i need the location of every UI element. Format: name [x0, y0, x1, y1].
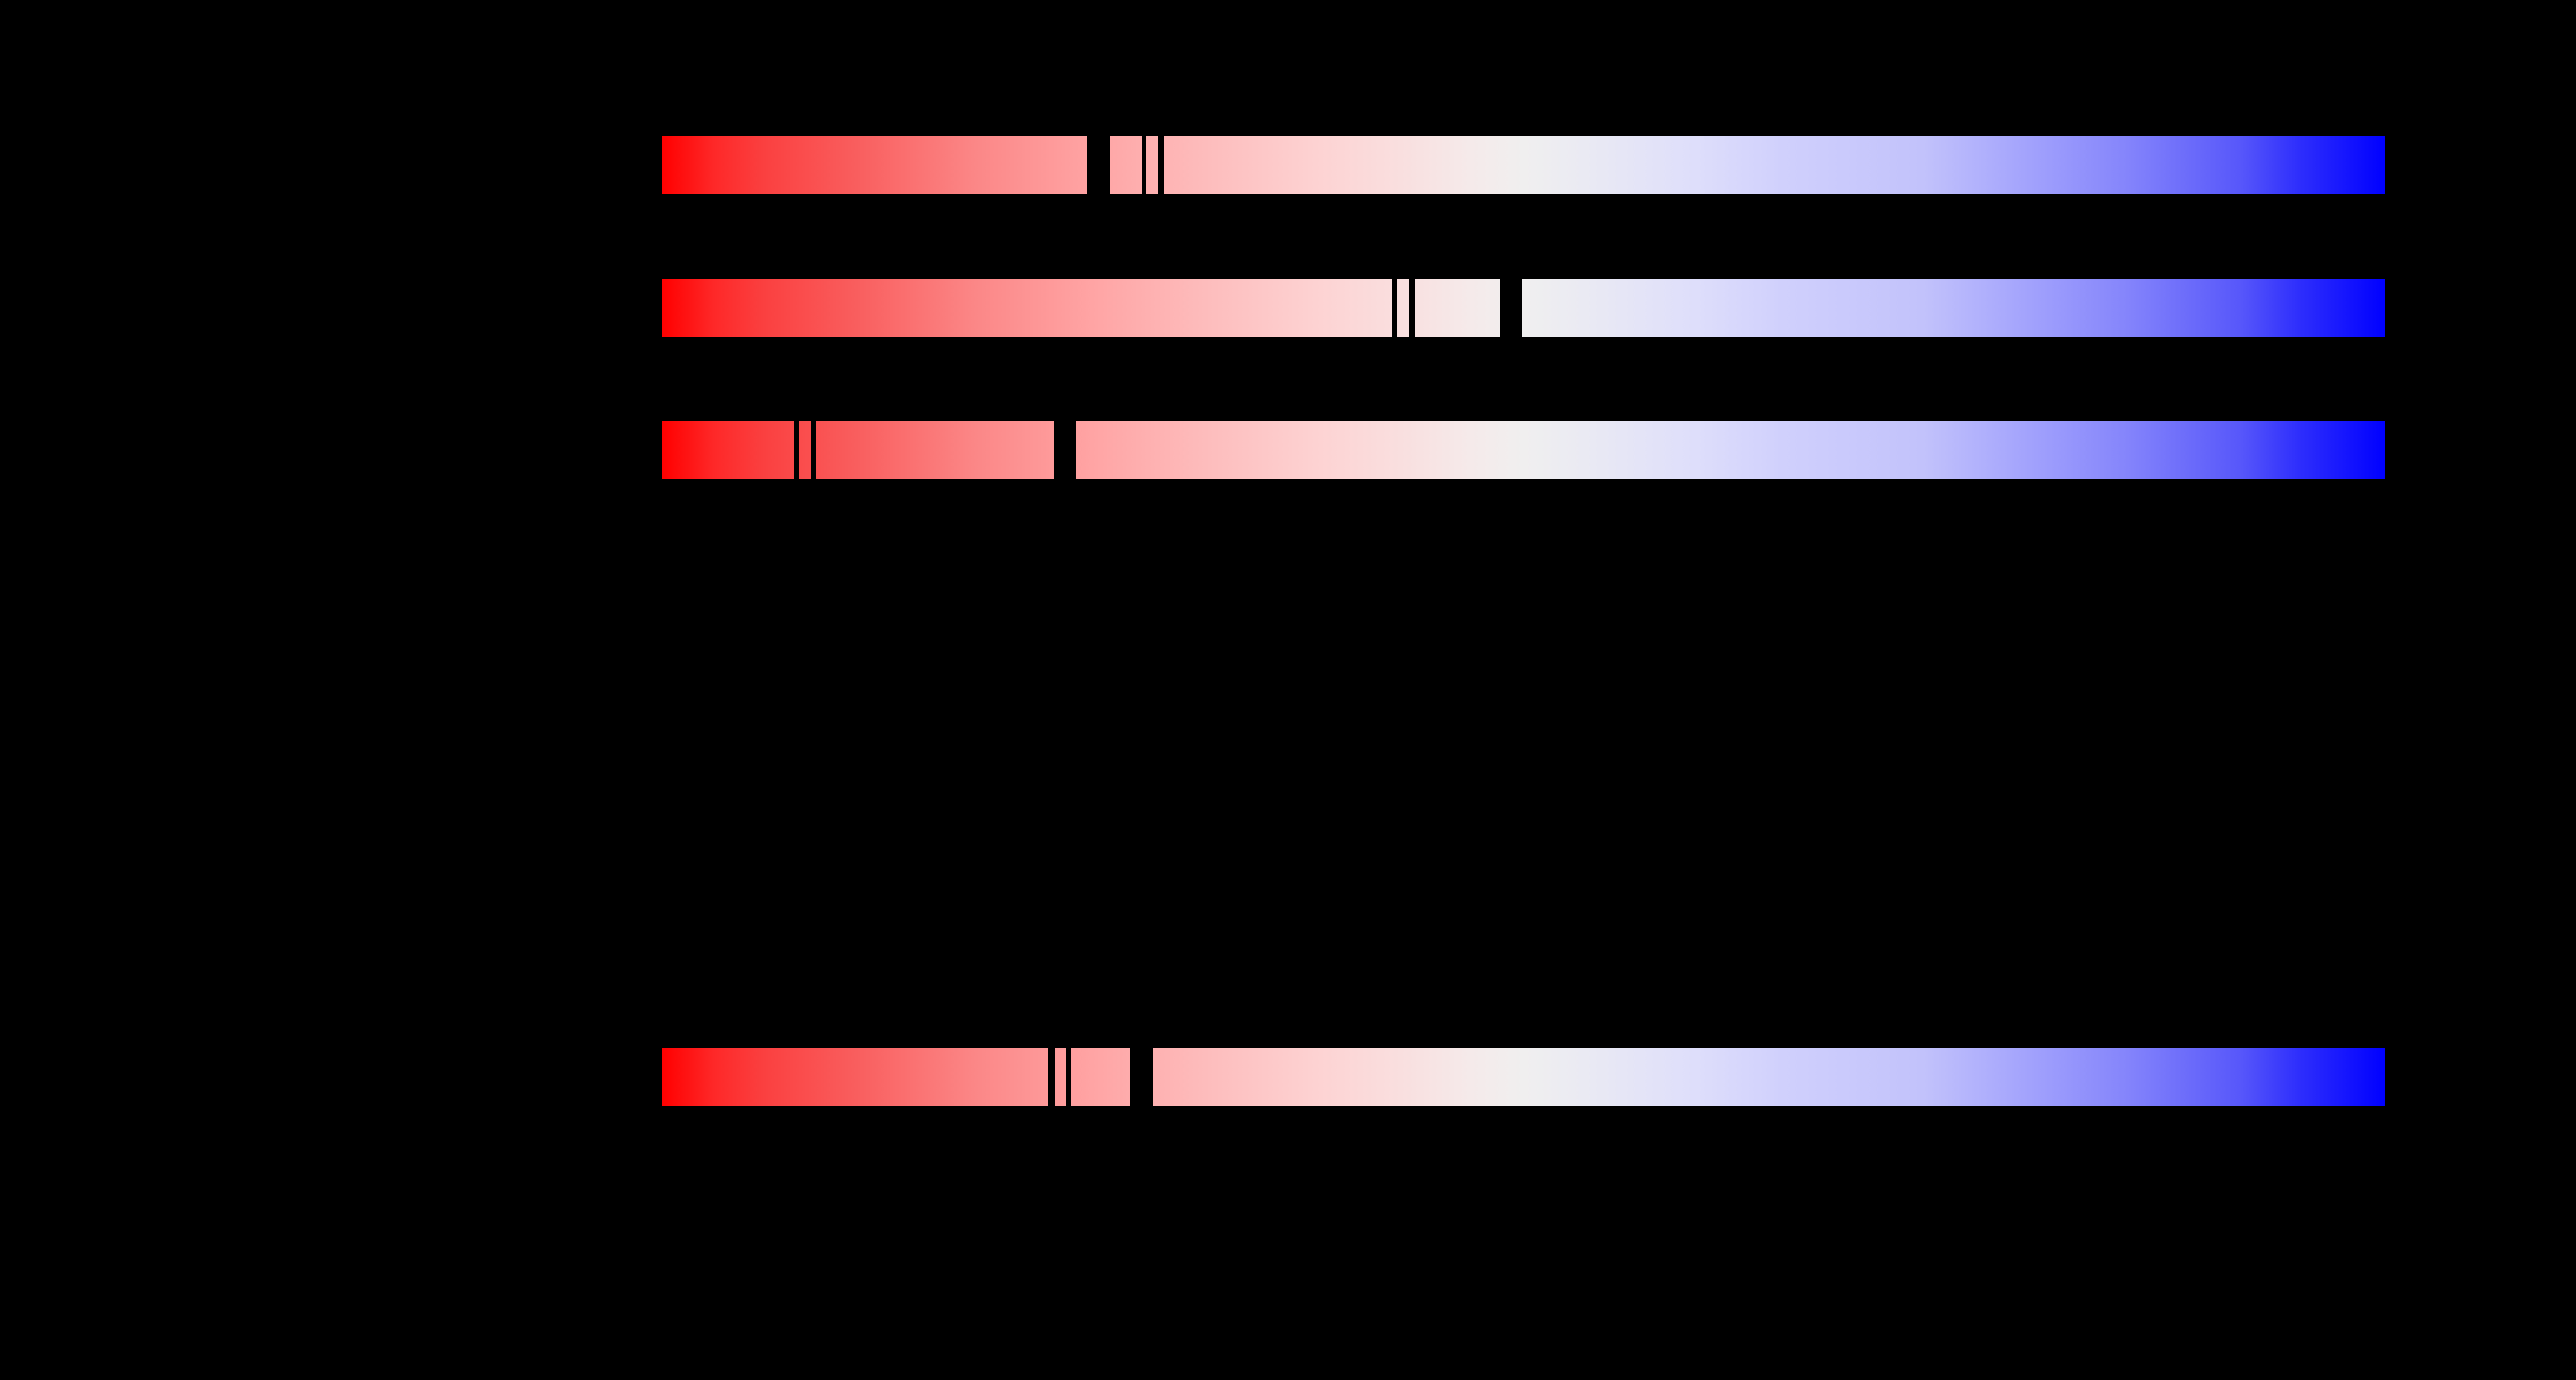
- thin-gap-marker: [1158, 135, 1164, 195]
- thin-gap-marker: [793, 421, 799, 480]
- wide-gap-marker: [1053, 421, 1076, 480]
- thin-gap-marker: [1048, 1047, 1055, 1107]
- thin-gap-marker: [810, 421, 816, 480]
- gradient-strip-3: [662, 421, 2385, 480]
- thin-gap-marker: [1141, 135, 1146, 195]
- gradient-strip-2: [662, 278, 2385, 338]
- gradient-strip-1: [662, 135, 2385, 195]
- gradient-strip-4: [662, 1047, 2385, 1107]
- thin-gap-marker: [1391, 278, 1397, 338]
- thin-gap-marker: [1408, 278, 1415, 338]
- wide-gap-marker: [1129, 1047, 1153, 1107]
- thin-gap-marker: [1065, 1047, 1071, 1107]
- wide-gap-marker: [1499, 278, 1522, 338]
- wide-gap-marker: [1087, 135, 1110, 195]
